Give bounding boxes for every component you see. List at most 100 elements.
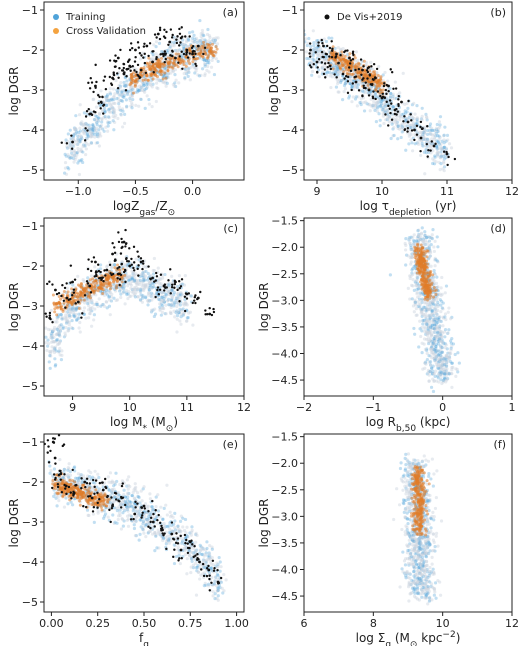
- cv-point: [199, 48, 203, 52]
- training-point: [448, 351, 452, 356]
- training-point: [176, 311, 181, 315]
- training-point: [428, 128, 432, 132]
- training-point: [117, 105, 121, 109]
- observation-point: [149, 277, 152, 280]
- training-point: [113, 289, 118, 293]
- training-point: [156, 266, 160, 270]
- training-point: [438, 115, 443, 119]
- training-point: [424, 315, 428, 319]
- training-point: [73, 127, 77, 131]
- observation-point: [128, 264, 132, 268]
- training-point: [140, 283, 144, 288]
- training-point: [148, 281, 152, 285]
- observation-point: [182, 52, 186, 56]
- training-point: [415, 116, 419, 120]
- training-point: [453, 352, 457, 357]
- training-point: [422, 131, 426, 135]
- axes-frame: [43, 217, 245, 397]
- observation-point: [69, 264, 73, 267]
- training-point: [86, 126, 90, 131]
- training-point: [417, 228, 421, 232]
- training-point: [186, 69, 190, 73]
- training-point: [180, 308, 184, 312]
- observation-point: [128, 48, 132, 52]
- training-point: [178, 292, 183, 297]
- training-point: [117, 289, 122, 293]
- training-point: [89, 298, 93, 302]
- training-point: [354, 50, 359, 54]
- training-point: [126, 91, 130, 95]
- training-point: [145, 282, 149, 286]
- x-tick-label: −1.0: [65, 185, 92, 198]
- training-point: [117, 89, 121, 93]
- training-point: [200, 28, 205, 33]
- observation-point: [134, 48, 137, 52]
- observation-point: [445, 152, 449, 156]
- y-tick-label: −1: [22, 220, 38, 233]
- training-point: [351, 95, 355, 99]
- cv-point: [327, 58, 331, 62]
- training-point: [167, 284, 171, 288]
- training-point: [119, 288, 123, 292]
- cv-point: [98, 281, 102, 285]
- training-point: [324, 73, 329, 77]
- training-point: [119, 108, 123, 112]
- training-point: [125, 105, 129, 109]
- training-point: [436, 320, 440, 324]
- training-point: [129, 282, 133, 286]
- training-point: [169, 305, 173, 309]
- training-point: [423, 129, 427, 133]
- training-point: [104, 300, 109, 304]
- training-point: [124, 85, 128, 89]
- training-point: [343, 87, 347, 91]
- training-point: [439, 154, 443, 158]
- training-point: [90, 309, 94, 313]
- observation-point: [87, 81, 90, 85]
- observation-point: [122, 66, 126, 70]
- training-point: [369, 60, 373, 65]
- training-point: [200, 67, 205, 71]
- training-point: [170, 274, 174, 279]
- training-point: [429, 346, 433, 351]
- training-point: [378, 104, 383, 108]
- training-point: [95, 141, 100, 145]
- observation-point: [382, 84, 386, 88]
- training-point: [440, 340, 445, 345]
- training-point: [147, 291, 151, 296]
- training-point: [137, 282, 142, 286]
- training-point: [433, 264, 437, 268]
- observation-point: [48, 311, 52, 315]
- training-point: [442, 134, 446, 138]
- observation-point: [178, 286, 182, 290]
- training-point: [125, 104, 129, 108]
- training-point: [107, 294, 111, 298]
- training-point: [122, 263, 126, 267]
- training-point: [73, 314, 77, 318]
- training-point: [70, 144, 74, 149]
- training-point: [393, 80, 397, 84]
- training-point: [66, 145, 71, 150]
- training-point: [149, 310, 154, 314]
- training-point: [187, 38, 191, 42]
- training-point: [118, 85, 123, 89]
- training-point: [119, 112, 123, 116]
- training-point: [438, 354, 443, 358]
- training-point: [44, 341, 48, 345]
- cv-point: [202, 49, 206, 53]
- training-point: [184, 319, 189, 323]
- observation-point: [112, 77, 115, 81]
- training-point: [52, 340, 56, 344]
- training-point: [78, 139, 82, 144]
- training-point: [125, 293, 129, 297]
- training-point: [95, 302, 100, 307]
- training-point: [128, 96, 132, 101]
- training-point: [176, 296, 180, 301]
- training-point: [162, 300, 166, 304]
- training-point: [121, 286, 125, 290]
- training-point: [388, 94, 393, 98]
- training-point: [323, 57, 327, 61]
- training-point: [425, 337, 429, 342]
- training-point: [350, 84, 355, 88]
- training-point: [439, 144, 443, 148]
